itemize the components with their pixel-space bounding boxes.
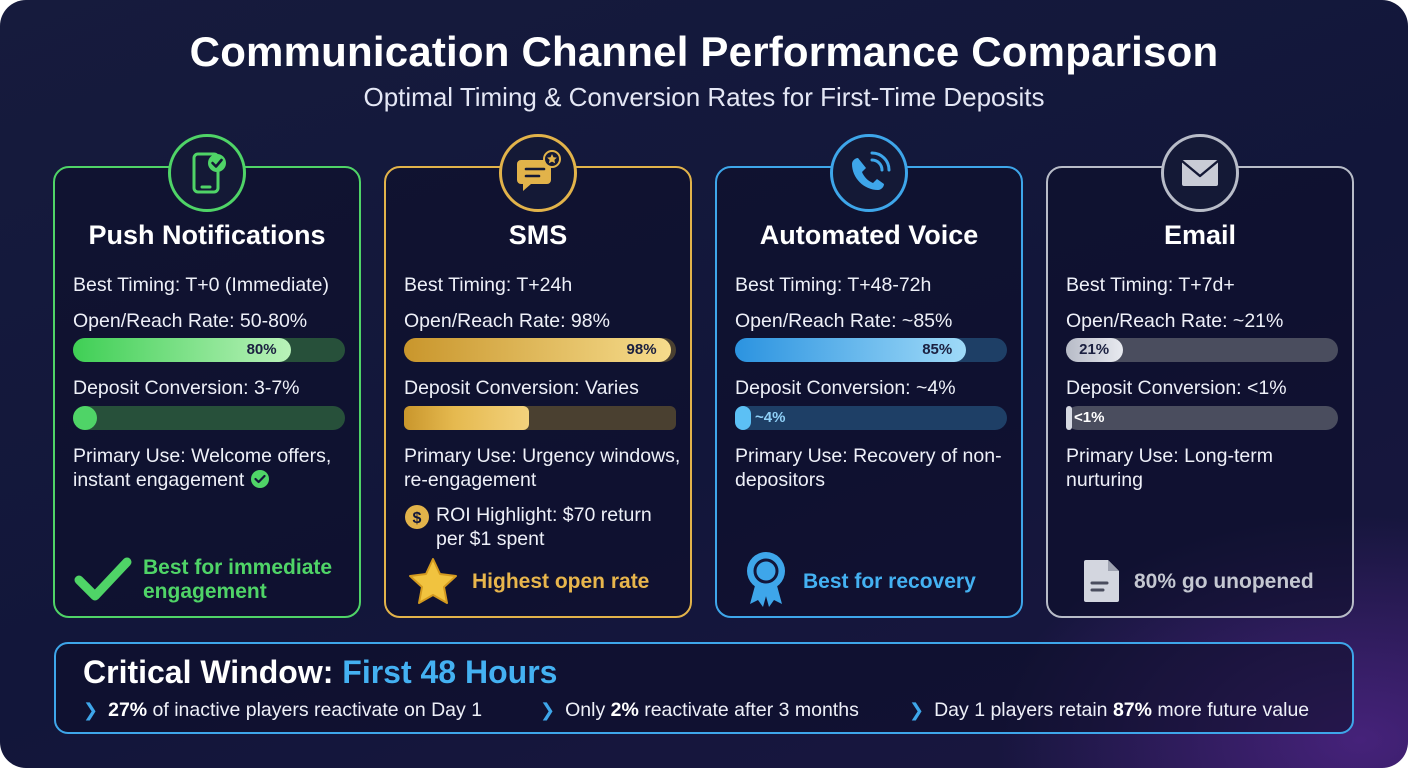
- open-rate-bar-value: 80%: [246, 341, 277, 358]
- conversion-bar-value: ~4%: [755, 409, 786, 426]
- conversion-bar: [404, 406, 676, 430]
- conversion-bar-fill: [1066, 406, 1072, 430]
- banner-title-highlight: First 48 Hours: [342, 654, 558, 690]
- conversion-bar: ~4%: [735, 406, 1007, 430]
- star-icon: [406, 556, 460, 613]
- card-title: SMS: [508, 220, 568, 250]
- roi-highlight: ROI Highlight: $70 return per $1 spent: [436, 504, 652, 550]
- envelope-icon: [1161, 134, 1239, 212]
- card-title: Automated Voice: [759, 220, 979, 250]
- card-email: Email Best Timing: T+7d+ Open/Reach Rate…: [1046, 134, 1354, 618]
- fact-item: ❯ Day 1 players retain 87% more future v…: [909, 699, 1310, 721]
- open-rate-label: Open/Reach Rate: 98%: [404, 310, 610, 332]
- conversion-label: Deposit Conversion: <1%: [1066, 377, 1287, 399]
- page-subtitle: Optimal Timing & Conversion Rates for Fi…: [363, 82, 1045, 112]
- footer-label: Best for immediate engagement: [143, 556, 333, 603]
- chevron-right-icon: ❯: [83, 700, 99, 720]
- open-rate-bar: 85%: [735, 338, 1007, 362]
- card-sms: SMS Best Timing: T+24h Open/Reach Rate: …: [384, 134, 692, 618]
- open-rate-bar-value: 21%: [1079, 341, 1110, 358]
- checkmark-icon: [73, 554, 133, 609]
- primary-use: Primary Use: Recovery of non-depositors: [735, 445, 1002, 491]
- best-timing: Best Timing: T+48-72h: [735, 274, 932, 296]
- open-rate-bar: 80%: [73, 338, 345, 362]
- smartphone-check-icon: [168, 134, 246, 212]
- banner-title: Critical Window: First 48 Hours: [83, 654, 558, 690]
- open-rate-label: Open/Reach Rate: ~85%: [735, 310, 953, 332]
- open-rate-bar-fill: [1066, 338, 1124, 362]
- conversion-bar-fill: [735, 406, 751, 430]
- conversion-bar-fill: [73, 406, 97, 430]
- page-title: Communication Channel Performance Compar…: [189, 28, 1219, 75]
- check-circle-icon: [250, 469, 270, 495]
- chevron-right-icon: ❯: [540, 700, 556, 720]
- dollar-coin-icon: $: [404, 504, 430, 535]
- open-rate-bar-fill: [735, 338, 967, 362]
- best-timing: Best Timing: T+0 (Immediate): [73, 274, 329, 296]
- footer-label: 80% go unopened: [1134, 570, 1314, 593]
- conversion-label: Deposit Conversion: ~4%: [735, 377, 956, 399]
- open-rate-bar: 98%: [404, 338, 676, 362]
- fact-item: ❯ 27% of inactive players reactivate on …: [83, 699, 483, 721]
- svg-text:$: $: [413, 510, 422, 527]
- open-rate-bar-value: 98%: [626, 341, 657, 358]
- primary-use: Primary Use: Welcome offers, instant eng…: [73, 444, 353, 495]
- open-rate-bar-fill: [73, 338, 291, 362]
- conversion-bar-fill: [404, 406, 530, 430]
- conversion-label: Deposit Conversion: 3-7%: [73, 377, 300, 399]
- card-title: Push Notifications: [88, 220, 326, 250]
- chat-bubble-star-icon: [499, 134, 577, 212]
- critical-window-banner: Critical Window: First 48 Hours ❯ 27% of…: [54, 642, 1354, 734]
- fact-item: ❯ Only 2% reactivate after 3 months: [540, 699, 859, 721]
- card-title: Email: [1163, 220, 1237, 250]
- footer-label: Highest open rate: [472, 570, 650, 593]
- best-timing: Best Timing: T+24h: [404, 274, 573, 296]
- footer-label: Best for recovery: [803, 570, 976, 593]
- open-rate-label: Open/Reach Rate: ~21%: [1066, 310, 1284, 332]
- document-icon: [1082, 558, 1122, 609]
- conversion-label: Deposit Conversion: Varies: [404, 377, 639, 399]
- primary-use: Primary Use: Urgency windows, re-engagem…: [404, 445, 681, 491]
- card-automated-voice: Automated Voice Best Timing: T+48-72h Op…: [715, 134, 1023, 618]
- open-rate-bar: 21%: [1066, 338, 1338, 362]
- card-push-notifications: Push Notifications Best Timing: T+0 (Imm…: [53, 134, 361, 618]
- award-ribbon-icon: [743, 550, 789, 613]
- primary-use: Primary Use: Long-term nurturing: [1066, 445, 1273, 491]
- best-timing: Best Timing: T+7d+: [1066, 274, 1235, 296]
- conversion-bar: <1%: [1066, 406, 1338, 430]
- chevron-right-icon: ❯: [909, 700, 925, 720]
- open-rate-label: Open/Reach Rate: 50-80%: [73, 310, 308, 332]
- conversion-bar: [73, 406, 345, 430]
- open-rate-bar-value: 85%: [922, 341, 953, 358]
- conversion-bar-value: <1%: [1074, 409, 1105, 426]
- open-rate-bar-fill: [404, 338, 671, 362]
- phone-call-icon: [830, 134, 908, 212]
